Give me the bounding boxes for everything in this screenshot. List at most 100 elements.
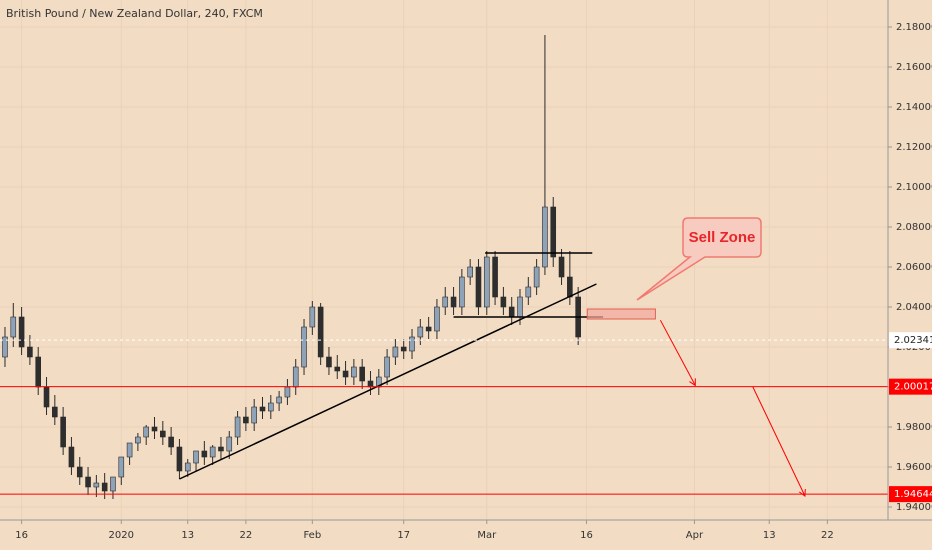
candle-body: [268, 402, 274, 412]
candle-body: [85, 476, 91, 488]
candle-body: [533, 266, 540, 288]
callout-box: [636, 217, 762, 301]
candle-body: [52, 406, 58, 418]
price-label-bg: [889, 486, 932, 503]
y-tick-label: 2.12000: [896, 142, 932, 153]
y-tick-label: 1.96000: [896, 462, 932, 473]
arrow: [752, 386, 806, 497]
price-label: 2.02341: [894, 335, 932, 346]
candle-body: [68, 446, 75, 468]
candle-body: [384, 356, 390, 378]
callout: Sell Zone: [636, 217, 762, 301]
candle-body: [417, 326, 424, 338]
candle-body: [508, 306, 515, 318]
candle-body: [326, 356, 332, 368]
sell-zone: [586, 308, 656, 320]
y-tick-label: 1.98000: [896, 422, 932, 433]
candle-body: [2, 336, 8, 358]
candle-body: [442, 296, 449, 308]
candle-body: [143, 426, 149, 438]
candle-body: [392, 346, 399, 358]
chart-title: British Pound / New Zealand Dollar, 240,…: [6, 7, 263, 20]
y-tick-label: 1.94000: [896, 502, 932, 513]
candle-body: [110, 476, 116, 492]
candle-body: [301, 326, 307, 368]
candle-body: [160, 430, 166, 438]
candle-body: [500, 296, 507, 308]
candle-body: [101, 482, 108, 492]
candle-body: [35, 356, 42, 388]
candle-body: [367, 380, 374, 388]
candle-body: [168, 436, 174, 448]
x-tick-label: 13: [763, 530, 776, 541]
candle-body: [43, 386, 50, 408]
candle-body: [292, 366, 299, 388]
candle-body: [409, 336, 415, 352]
candle-body: [450, 296, 457, 308]
candle-body: [251, 406, 257, 424]
x-tick-label: 17: [397, 530, 410, 541]
candle-body: [60, 416, 66, 448]
x-tick-label: Mar: [477, 530, 497, 541]
candle-body: [359, 366, 365, 382]
candle-body: [517, 296, 523, 318]
candle-body: [10, 316, 17, 338]
candle-body: [135, 436, 141, 444]
x-tick-label: 13: [181, 530, 194, 541]
candle-body: [309, 306, 316, 328]
price-label: 2.00017: [894, 382, 932, 393]
candle-body: [467, 266, 473, 278]
candle-body: [434, 306, 440, 332]
x-tick-label: Apr: [686, 530, 704, 541]
candle-body: [483, 256, 490, 308]
y-tick-label: 2.10000: [896, 182, 932, 193]
x-tick-label: 22: [240, 530, 253, 541]
x-tick-label: 22: [821, 530, 834, 541]
y-tick-label: 2.18000: [896, 22, 932, 33]
x-tick-label: 16: [580, 530, 593, 541]
candle-body: [284, 386, 291, 398]
candle-body: [475, 266, 482, 308]
candle-body: [76, 466, 83, 478]
y-tick-label: 2.04000: [896, 302, 932, 313]
arrow-head: [689, 378, 696, 387]
candle-body: [259, 406, 266, 412]
price-label-bg: [889, 378, 932, 395]
candle-body: [459, 276, 465, 308]
candle-body: [218, 446, 224, 452]
candle-body: [317, 306, 324, 358]
y-tick-label: 2.16000: [896, 62, 932, 73]
candle-body: [176, 446, 183, 472]
candle-body: [342, 370, 349, 378]
candle-body: [226, 436, 233, 452]
candle-body: [243, 416, 249, 424]
candle-body: [193, 450, 199, 464]
candle-body: [276, 396, 282, 404]
candle-body: [27, 346, 33, 358]
x-tick-label: 2020: [109, 530, 134, 541]
candle-body: [550, 206, 557, 258]
price-label-bg: [889, 332, 932, 349]
candle-body: [525, 286, 532, 298]
candle-body: [425, 326, 432, 332]
candle-body: [492, 256, 498, 298]
candle-body: [558, 256, 565, 278]
candle-body: [334, 366, 341, 372]
candle-body: [567, 276, 573, 298]
arrow: [659, 319, 696, 386]
candle-body: [234, 416, 241, 438]
candle-body: [151, 426, 158, 432]
arrow-head: [798, 488, 806, 497]
x-tick-label: Feb: [303, 530, 321, 541]
candle-body: [184, 462, 191, 472]
candle-body: [118, 456, 125, 478]
y-tick-label: 2.06000: [896, 262, 932, 273]
candle-body: [351, 366, 357, 378]
candle-body: [400, 346, 407, 352]
plot: [0, 35, 888, 499]
y-tick-label: 2.14000: [896, 102, 932, 113]
candle-body: [18, 316, 25, 348]
price-label: 1.94644: [894, 489, 932, 500]
candle-body: [201, 450, 208, 458]
